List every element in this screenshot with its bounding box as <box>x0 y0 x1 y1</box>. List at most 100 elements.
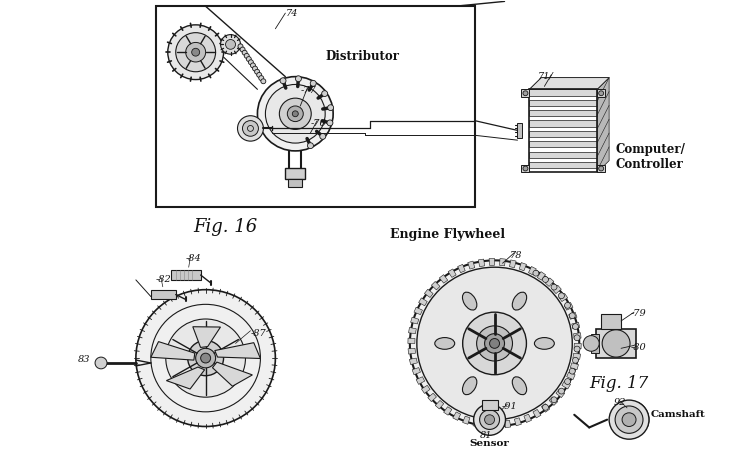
Polygon shape <box>166 367 205 389</box>
Bar <box>518 122 523 138</box>
Polygon shape <box>408 348 416 354</box>
Polygon shape <box>193 327 220 347</box>
Ellipse shape <box>463 377 477 395</box>
Polygon shape <box>565 302 573 310</box>
Circle shape <box>559 388 565 394</box>
Text: Engine Flywheel: Engine Flywheel <box>390 228 505 241</box>
Polygon shape <box>559 293 568 302</box>
Polygon shape <box>424 289 433 297</box>
Circle shape <box>296 76 302 81</box>
Polygon shape <box>570 363 578 370</box>
Polygon shape <box>542 404 550 412</box>
Polygon shape <box>151 342 195 360</box>
Circle shape <box>188 341 224 376</box>
Polygon shape <box>448 269 456 277</box>
Polygon shape <box>214 343 260 359</box>
Circle shape <box>523 91 528 96</box>
Wedge shape <box>310 81 328 99</box>
Polygon shape <box>410 358 417 365</box>
Polygon shape <box>574 343 581 349</box>
Bar <box>530 162 597 168</box>
Circle shape <box>240 47 245 52</box>
Bar <box>602 314 621 329</box>
Circle shape <box>542 405 548 410</box>
Bar <box>151 290 176 299</box>
Wedge shape <box>635 403 649 426</box>
Polygon shape <box>514 418 521 426</box>
Circle shape <box>584 336 599 351</box>
Text: Computer/
Controller: Computer/ Controller <box>615 143 685 171</box>
Polygon shape <box>572 322 580 329</box>
Polygon shape <box>500 259 506 266</box>
Circle shape <box>254 69 260 74</box>
Polygon shape <box>427 393 436 402</box>
Circle shape <box>201 353 211 363</box>
Circle shape <box>565 302 571 308</box>
Circle shape <box>542 277 548 283</box>
Bar <box>521 90 530 97</box>
Circle shape <box>474 404 506 435</box>
Polygon shape <box>519 262 526 271</box>
Bar <box>530 90 597 95</box>
Polygon shape <box>410 317 419 324</box>
Circle shape <box>280 78 286 84</box>
Wedge shape <box>276 76 296 88</box>
Text: 81: 81 <box>479 432 492 441</box>
Polygon shape <box>567 372 575 380</box>
Polygon shape <box>408 338 415 343</box>
Bar <box>591 333 599 353</box>
Polygon shape <box>573 353 580 360</box>
Polygon shape <box>453 412 460 420</box>
Text: -87: -87 <box>251 329 266 338</box>
Polygon shape <box>549 397 558 405</box>
Circle shape <box>256 72 262 77</box>
Circle shape <box>565 378 571 384</box>
Polygon shape <box>568 312 577 319</box>
Circle shape <box>287 106 303 122</box>
Text: -84: -84 <box>186 253 202 262</box>
Circle shape <box>484 333 505 353</box>
Text: 78: 78 <box>509 251 522 260</box>
Bar <box>596 329 636 358</box>
Polygon shape <box>473 419 479 427</box>
Bar <box>530 131 597 137</box>
Circle shape <box>176 33 215 72</box>
Circle shape <box>226 40 236 49</box>
Circle shape <box>186 42 206 62</box>
Polygon shape <box>545 278 554 287</box>
Bar <box>156 6 475 207</box>
Bar <box>521 165 530 172</box>
Circle shape <box>246 57 251 62</box>
Bar <box>530 141 597 148</box>
Polygon shape <box>562 381 571 389</box>
Circle shape <box>244 54 249 58</box>
Circle shape <box>242 121 259 136</box>
Polygon shape <box>422 385 430 393</box>
Circle shape <box>417 267 572 420</box>
Ellipse shape <box>512 377 526 395</box>
Circle shape <box>196 348 215 368</box>
Circle shape <box>95 357 107 369</box>
Wedge shape <box>296 139 314 151</box>
Text: 83: 83 <box>78 355 91 364</box>
Ellipse shape <box>512 292 526 310</box>
Ellipse shape <box>463 292 477 310</box>
Circle shape <box>572 324 578 329</box>
Circle shape <box>574 335 580 341</box>
Wedge shape <box>321 114 333 132</box>
Polygon shape <box>524 414 532 423</box>
Circle shape <box>533 270 539 276</box>
Polygon shape <box>530 77 609 90</box>
Text: -82: -82 <box>156 275 172 284</box>
Text: Sensor: Sensor <box>470 439 509 448</box>
Circle shape <box>622 413 636 427</box>
Polygon shape <box>530 77 609 90</box>
Polygon shape <box>463 416 470 424</box>
Polygon shape <box>478 259 484 267</box>
Polygon shape <box>553 285 561 293</box>
Polygon shape <box>494 422 500 428</box>
Polygon shape <box>489 258 494 265</box>
Circle shape <box>292 111 298 117</box>
Circle shape <box>410 261 579 427</box>
Polygon shape <box>529 266 536 275</box>
